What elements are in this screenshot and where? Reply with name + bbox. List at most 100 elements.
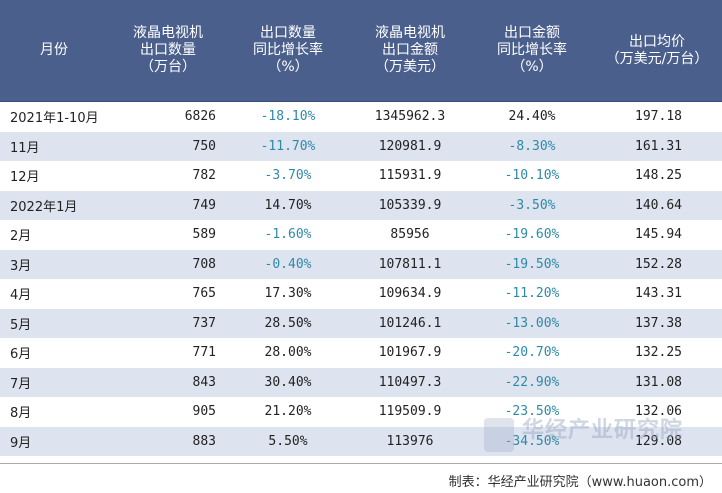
column-header-2: 出口数量 同比增长率 （%） [228, 0, 348, 102]
row-cell-col4: -13.00% [472, 308, 592, 338]
row-month: 5月 [0, 308, 108, 338]
row-cell-col5: 143.31 [635, 286, 682, 302]
row-month: 2021年1-10月 [0, 101, 108, 132]
row-cell-col3: 110497.3 [348, 367, 472, 397]
row-cell-col1: 749 [108, 190, 228, 220]
column-header-line: 出口数量 [260, 25, 316, 41]
row-cell-col2: -11.70% [228, 131, 348, 161]
row-cell-col2: 14.70% [228, 190, 348, 220]
row-cell-col2: 30.40% [228, 367, 348, 397]
row-cell-col1: 708 [108, 249, 228, 279]
table-body: 2021年1-10月 6826 -18.10% 1345962.3 24.40% 197.… [0, 101, 722, 456]
row-month: 6月 [10, 347, 32, 363]
column-header-line: （%） [267, 59, 309, 75]
column-header-4: 出口金额 同比增长率 （%） [472, 0, 592, 102]
row-cell-col4: -19.60% [504, 227, 560, 243]
row-month: 12月 [10, 170, 40, 186]
row-cell-col5: 131.08 [592, 367, 722, 397]
row-cell-col2: -0.40% [228, 249, 348, 279]
row-cell-col5: 129.08 [592, 426, 722, 456]
column-header-line: 出口数量 [140, 42, 196, 58]
column-header-3: 液晶电视机 出口金额 （万美元） [348, 0, 472, 102]
row-cell-col3: 1345962.3 [348, 101, 472, 132]
row-cell-col2: -1.60% [264, 227, 312, 243]
row-cell-col4: -3.50% [472, 190, 592, 220]
column-header-line: 同比增长率 [497, 42, 567, 58]
column-header-line: 出口均价 [629, 33, 685, 50]
table-row: 2021年1-10月 6826 -18.10% 1345962.3 24.40% 197.… [0, 101, 722, 132]
row-month: 8月 [10, 406, 32, 422]
row-cell-col1: 589 [192, 227, 216, 243]
row-cell-col4: -20.70% [504, 345, 560, 361]
row-cell-col1: 883 [108, 426, 228, 456]
row-month: 3月 [0, 249, 108, 279]
row-cell-col5: 132.06 [635, 404, 682, 420]
row-month: 9月 [0, 426, 108, 456]
row-cell-col4: 24.40% [472, 101, 592, 132]
row-cell-col4: -34.50% [472, 426, 592, 456]
row-cell-col4: -10.10% [504, 168, 560, 184]
row-cell-col3: 109634.9 [378, 286, 442, 302]
table-row: 4月 765 17.30% 109634.9 -11.20% 143.31 [0, 279, 722, 309]
column-header-line: 月份 [40, 42, 68, 58]
table-row: 2月 589 -1.60% 85956 -19.60% 145.94 [0, 220, 722, 250]
row-month: 2月 [10, 229, 32, 245]
row-cell-col3: 120981.9 [348, 131, 472, 161]
row-cell-col2: -3.70% [264, 168, 312, 184]
table-row: 3月 708 -0.40% 107811.1 -19.50% 152.28 [0, 249, 722, 279]
row-month: 7月 [0, 367, 108, 397]
column-header-line: （万美元/万台） [605, 50, 709, 67]
row-cell-col5: 148.25 [635, 168, 682, 184]
row-cell-col1: 905 [192, 404, 216, 420]
row-cell-col2: 21.20% [264, 404, 312, 420]
table-row: 11月 750 -11.70% 120981.9 -8.30% 161.31 [0, 131, 722, 161]
row-cell-col3: 107811.1 [348, 249, 472, 279]
column-header-line: 液晶电视机 [133, 25, 203, 41]
row-cell-col5: 132.25 [635, 345, 682, 361]
row-cell-col3: 105339.9 [348, 190, 472, 220]
table-header: 月份 液晶电视机 出口数量 （万台） 出口数量 同比增长率 （%） 液晶电视机 出口金额 （万美元… [0, 0, 722, 102]
row-month: 4月 [10, 288, 32, 304]
table-row: 9月 883 5.50% 113976 -34.50% 129.08 [0, 426, 722, 456]
table-row: 5月 737 28.50% 101246.1 -13.00% 137.38 [0, 308, 722, 338]
table-row: 2022年1月 749 14.70% 105339.9 -3.50% 140.64 [0, 190, 722, 220]
header-row: 月份 液晶电视机 出口数量 （万台） 出口数量 同比增长率 （%） 液晶电视机 出口金额 （万美元… [0, 0, 722, 102]
row-cell-col1: 782 [192, 168, 216, 184]
column-header-1: 液晶电视机 出口数量 （万台） [108, 0, 228, 102]
row-cell-col1: 737 [108, 308, 228, 338]
row-cell-col1: 750 [108, 131, 228, 161]
row-cell-col5: 145.94 [635, 227, 682, 243]
row-cell-col5: 161.31 [592, 131, 722, 161]
row-cell-col4: -22.90% [472, 367, 592, 397]
row-cell-col2: 17.30% [264, 286, 312, 302]
row-cell-col3: 113976 [348, 426, 472, 456]
row-cell-col2: 28.50% [228, 308, 348, 338]
row-cell-col4: -19.50% [472, 249, 592, 279]
column-header-line: （%） [511, 59, 553, 75]
row-cell-col2: -18.10% [228, 101, 348, 132]
row-cell-col2: 5.50% [228, 426, 348, 456]
row-cell-col1: 765 [192, 286, 216, 302]
row-cell-col1: 771 [192, 345, 216, 361]
column-header-line: 同比增长率 [253, 42, 323, 58]
row-cell-col3: 85956 [390, 227, 430, 243]
footer: 制表：华经产业研究院（www.huaon.com） [0, 463, 722, 493]
column-header-line: 液晶电视机 [375, 25, 445, 41]
row-cell-col3: 115931.9 [378, 168, 442, 184]
table-row: 12月 782 -3.70% 115931.9 -10.10% 148.25 [0, 161, 722, 191]
table-row: 6月 771 28.00% 101967.9 -20.70% 132.25 [0, 338, 722, 368]
table-row: 7月 843 30.40% 110497.3 -22.90% 131.08 [0, 367, 722, 397]
row-cell-col4: -23.50% [504, 404, 560, 420]
row-cell-col3: 101246.1 [348, 308, 472, 338]
column-header-line: （万台） [140, 59, 196, 75]
column-header-line: 出口金额 [382, 42, 438, 58]
row-cell-col2: 28.00% [264, 345, 312, 361]
row-cell-col3: 119509.9 [378, 404, 442, 420]
row-cell-col4: -11.20% [504, 286, 560, 302]
row-cell-col5: 197.18 [592, 101, 722, 132]
row-cell-col1: 6826 [108, 101, 228, 132]
footer-source: 制表：华经产业研究院（www.huaon.com） [448, 475, 712, 490]
row-month: 11月 [0, 131, 108, 161]
row-cell-col5: 137.38 [592, 308, 722, 338]
row-cell-col1: 843 [108, 367, 228, 397]
